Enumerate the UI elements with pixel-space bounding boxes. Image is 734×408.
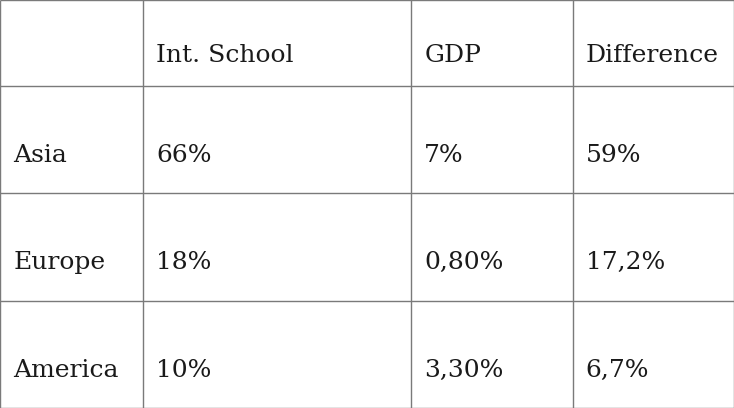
Text: 10%: 10% (156, 359, 211, 382)
Text: 0,80%: 0,80% (424, 251, 504, 275)
Text: 66%: 66% (156, 144, 212, 167)
Text: 17,2%: 17,2% (586, 251, 665, 275)
Text: 18%: 18% (156, 251, 211, 275)
Text: Europe: Europe (13, 251, 106, 275)
Text: 7%: 7% (424, 144, 464, 167)
Text: Difference: Difference (586, 44, 719, 67)
Text: Int. School: Int. School (156, 44, 294, 67)
Text: GDP: GDP (424, 44, 481, 67)
Text: 3,30%: 3,30% (424, 359, 504, 382)
Text: America: America (13, 359, 119, 382)
Text: Asia: Asia (13, 144, 67, 167)
Text: 6,7%: 6,7% (586, 359, 650, 382)
Text: 59%: 59% (586, 144, 642, 167)
